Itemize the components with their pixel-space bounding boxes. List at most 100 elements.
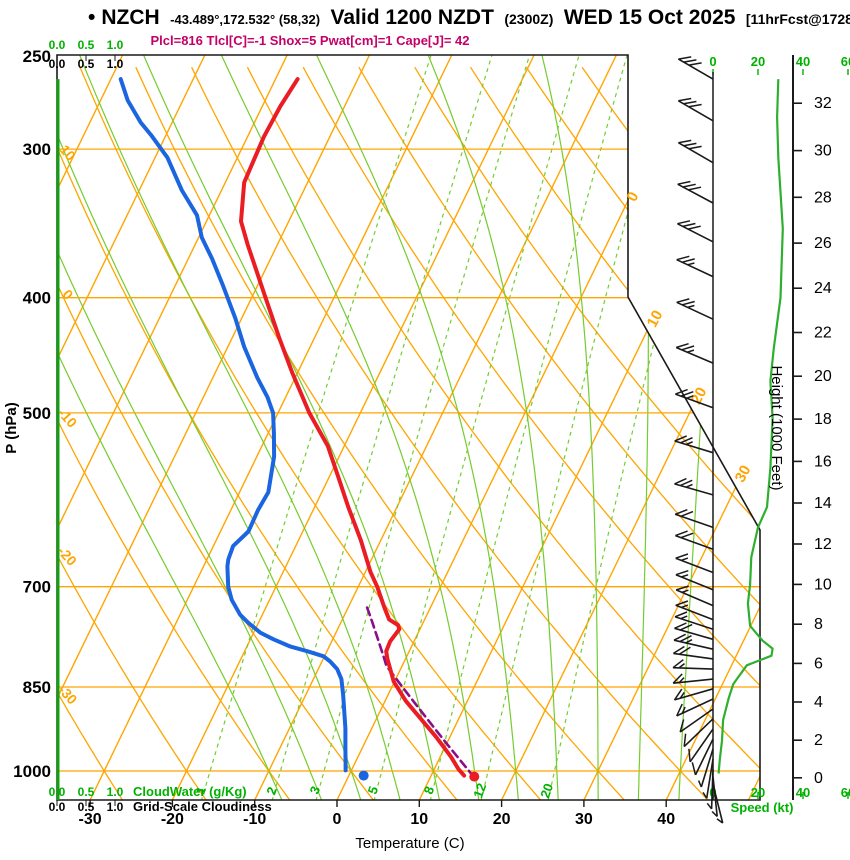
mixing-ratio-label: 8 <box>421 784 438 796</box>
isotherm-labels: 0 10 20 30 <box>624 189 755 485</box>
speed-tick-label-top: 40 <box>796 54 810 69</box>
height-tick-label: 0 <box>814 770 823 787</box>
cloudiness-scale-top: 0.5 <box>78 57 95 71</box>
station-coords: -43.489°,172.532° (58,32) <box>170 12 321 27</box>
chart-header: • NZCH -43.489°,172.532° (58,32) Valid 12… <box>88 6 850 30</box>
wind-barb <box>712 784 724 824</box>
cloudwater-scale-top: 1.0 <box>107 38 124 52</box>
wind-barb <box>674 622 714 641</box>
wind-barb <box>677 180 714 204</box>
height-tick-label: 6 <box>814 655 823 672</box>
cloudwater-axis-title: CloudWater (g/Kg) <box>133 784 247 799</box>
wind-barb <box>679 708 714 733</box>
mixing-ratio-labels: 1 2 3 5 8 12 20 <box>193 781 557 800</box>
wind-barb <box>675 553 714 574</box>
speed-axis-title: Speed (kt) <box>731 800 794 815</box>
speed-tick-label-bottom: 60 <box>841 785 850 800</box>
isotherm-label: 30 <box>732 463 755 486</box>
height-tick-label: 20 <box>814 368 832 385</box>
cloudwater-scale-top: 0.0 <box>49 38 66 52</box>
wind-barb <box>674 508 714 529</box>
height-tick-label: 28 <box>814 189 832 206</box>
wind-barb <box>673 688 714 701</box>
cloudiness-scale-bottom: 1.0 <box>107 800 124 814</box>
cloudiness-scale-top: 0.0 <box>49 57 66 71</box>
mixing-ratio-label: 1 <box>193 784 210 796</box>
height-tick-label: 2 <box>814 732 823 749</box>
temp-tick-label: 0 <box>333 811 342 828</box>
dry-adiabat-label: 0 <box>59 286 76 303</box>
wind-barb <box>672 659 714 670</box>
height-tick-label: 24 <box>814 280 832 297</box>
parcel-path-line <box>365 605 476 779</box>
pressure-tick-label: 400 <box>23 289 51 308</box>
temp-tick-label: 20 <box>493 811 511 828</box>
surface-temperature-dot <box>469 771 480 782</box>
cloudiness-axis-title: Grid-Scale Cloudiness <box>133 799 272 814</box>
forecast-reference: [11hrFcst@1728z] <box>745 11 850 27</box>
height-tick-label: 18 <box>814 411 832 428</box>
speed-tick-label-top: 60 <box>841 54 850 69</box>
isotherm-label: 10 <box>644 308 667 331</box>
plot-frame <box>56 54 761 801</box>
mixing-ratio-label: 20 <box>537 781 556 800</box>
height-tick-label: 12 <box>814 536 832 553</box>
isotherm-label: 20 <box>688 385 711 408</box>
wind-barb <box>675 585 714 607</box>
wind-speed-curve <box>717 79 784 774</box>
wind-barb <box>676 298 714 320</box>
wind-barb <box>697 748 714 788</box>
cloudwater-scale-top: 0.5 <box>78 38 95 52</box>
dry-adiabat-label: 10 <box>57 141 79 163</box>
wind-barb <box>675 388 714 409</box>
dewpoint-curve <box>118 77 348 773</box>
cloudwater-scale-bottom: 1.0 <box>107 785 124 799</box>
temp-tick-label: 10 <box>410 811 428 828</box>
wind-barb <box>683 718 714 748</box>
wind-barb <box>675 600 714 621</box>
height-tick-label: 32 <box>814 95 832 112</box>
temp-tick-label: 30 <box>575 811 593 828</box>
wind-barb <box>677 139 714 164</box>
temperature-axis-title: Temperature (C) <box>355 835 464 852</box>
temperature-axis: -30 -20 -10 0 10 20 30 40 <box>79 800 675 828</box>
speed-axis: 00202040406060Speed (kt) <box>709 54 850 815</box>
mixing-ratio-label: 12 <box>470 781 489 800</box>
wind-barb <box>702 758 714 799</box>
pressure-axis-labels: 250 300 400 500 700 850 1000 <box>13 47 51 781</box>
wind-barb <box>674 477 714 496</box>
temp-tick-label: -30 <box>79 811 102 828</box>
height-tick-label: 16 <box>814 453 832 470</box>
cloudiness-scale-bottom: 0.5 <box>78 800 95 814</box>
valid-time: Valid 1200 NZDT <box>330 6 494 29</box>
pressure-tick-label: 1000 <box>13 762 51 781</box>
temperature-curve <box>239 77 467 778</box>
wind-barb <box>711 776 718 817</box>
temp-tick-label: -10 <box>243 811 266 828</box>
wind-barb <box>674 611 714 630</box>
valid-time-utc: (2300Z) <box>504 11 554 27</box>
pressure-tick-label: 500 <box>23 404 51 423</box>
pressure-axis-title: P (hPa) <box>3 402 20 453</box>
dry-adiabat-lines <box>57 66 760 800</box>
wind-barb <box>672 673 714 684</box>
pressure-tick-label: 700 <box>23 578 51 597</box>
wind-barb <box>676 698 714 717</box>
mixing-ratio-label: 3 <box>307 784 324 796</box>
height-tick-label: 8 <box>814 616 823 633</box>
mixing-ratio-label: 2 <box>263 785 280 797</box>
cloudiness-scale-bottom: 0.0 <box>49 800 66 814</box>
wind-barb <box>673 645 714 660</box>
mixing-ratio-label: 5 <box>365 784 382 796</box>
station-bullet: • <box>88 6 96 29</box>
station-name: NZCH <box>101 6 160 29</box>
temp-tick-label: 40 <box>657 811 675 828</box>
wind-barb <box>675 530 714 551</box>
pressure-tick-label: 300 <box>23 140 51 159</box>
valid-date: WED 15 Oct 2025 <box>563 6 736 29</box>
temp-tick-label: -20 <box>161 811 184 828</box>
height-tick-label: 30 <box>814 143 832 160</box>
pressure-tick-label: 250 <box>23 47 51 66</box>
